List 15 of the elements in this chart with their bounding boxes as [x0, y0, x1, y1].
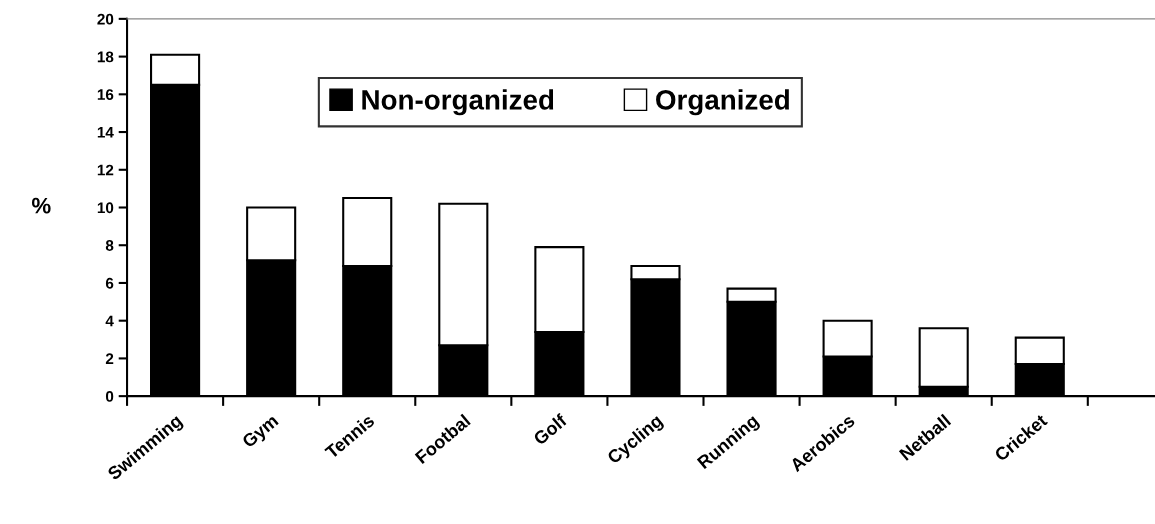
y-tick-label: 8: [105, 240, 114, 251]
legend-label: Organized: [656, 89, 789, 116]
y-tick-label: 12: [97, 164, 114, 176]
y-tick-label: 18: [97, 51, 114, 63]
y-tick-label: 6: [105, 277, 114, 289]
y-tick-label: 4: [105, 315, 114, 327]
y-tick-label: 0: [105, 391, 114, 402]
y-tick-label: 16: [97, 89, 114, 101]
y-tick-label: 20: [97, 13, 114, 25]
y-tick-label: 2: [105, 353, 114, 364]
x-tick-label: Gym: [241, 413, 282, 452]
y-tick-label: 14: [97, 127, 114, 138]
legend-label: Non-organized: [362, 89, 554, 116]
y-axis-title: %: [31, 197, 51, 214]
y-tick-label: 10: [97, 202, 114, 214]
